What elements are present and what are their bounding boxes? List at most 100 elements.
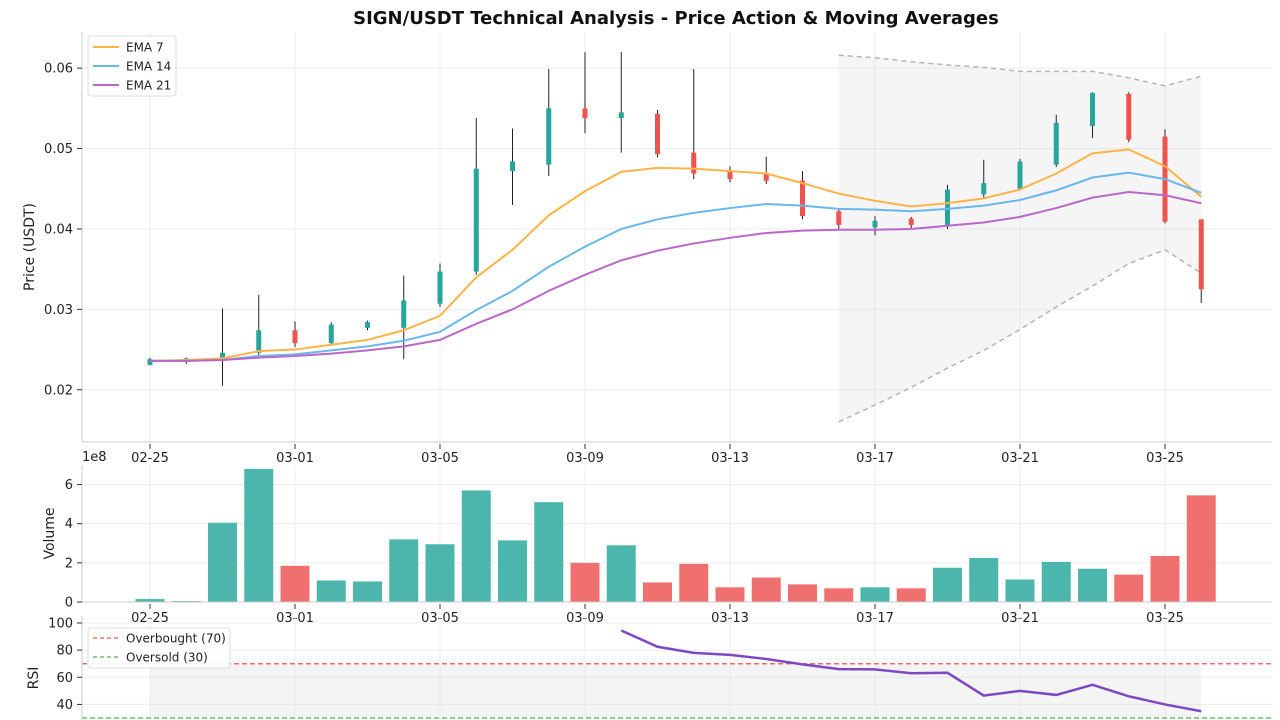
- volume-bar: [715, 587, 745, 602]
- price-x-tick-label: 03-09: [566, 451, 604, 466]
- candle-body: [365, 322, 370, 328]
- band-lower-line: [838, 249, 1202, 423]
- price-y-tick-label: 0.03: [44, 303, 73, 318]
- volume-bar: [896, 588, 926, 602]
- volume-bar: [498, 540, 527, 602]
- candle-body: [800, 180, 805, 217]
- price-x-tick-label: 03-21: [1001, 451, 1039, 466]
- volume-y-label: Volume: [42, 507, 58, 559]
- volume-y-tick-label: 6: [65, 478, 73, 493]
- candle-body: [1090, 93, 1095, 127]
- price-y-tick-label: 0.05: [44, 142, 73, 157]
- candle-body: [1198, 219, 1204, 290]
- candle-body: [836, 211, 842, 225]
- volume-bar: [389, 539, 419, 602]
- rsi-y-tick-label: 80: [56, 644, 73, 659]
- legend-label: EMA 7: [126, 41, 164, 55]
- volume-bar: [135, 599, 165, 602]
- volume-bar: [316, 580, 346, 602]
- candle-body: [1017, 161, 1023, 189]
- volume-bar: [280, 565, 310, 602]
- candle-body: [510, 161, 515, 172]
- volume-bar: [679, 563, 709, 602]
- volume-bar: [788, 584, 817, 602]
- price-y-tick-label: 0.02: [44, 383, 73, 398]
- candle-body: [256, 330, 262, 353]
- volume-bar: [1150, 556, 1180, 602]
- volume-y-tick-label: 4: [65, 517, 73, 532]
- rsi-legend-label: Oversold (30): [126, 651, 208, 665]
- volume-bar: [751, 577, 781, 602]
- rsi-legend-box: [87, 627, 231, 669]
- volume-y-tick-label: 2: [65, 556, 73, 571]
- candle-body: [618, 112, 624, 119]
- candle-body: [437, 271, 443, 304]
- price-y-tick-label: 0.04: [44, 222, 73, 237]
- volume-bar: [208, 522, 237, 602]
- candle-body: [727, 170, 733, 180]
- rsi-y-tick-label: 40: [56, 698, 73, 713]
- volume-bar: [643, 582, 672, 602]
- candle-body: [945, 189, 950, 225]
- candle-body: [401, 300, 407, 328]
- volume-bar: [534, 502, 564, 602]
- rsi-neutral-zone: [150, 663, 1202, 718]
- price-x-tick-label: 03-25: [1146, 451, 1184, 466]
- rsi-y-tick-label: 100: [48, 617, 73, 632]
- volume-bar: [1041, 561, 1071, 602]
- price-legend: EMA 7 EMA 14 EMA 21: [87, 35, 177, 97]
- legend-label: EMA 14: [126, 60, 171, 74]
- price-x-tick-label: 02-25: [131, 451, 169, 466]
- volume-bar: [425, 544, 455, 602]
- volume-bar: [933, 567, 962, 602]
- rsi-y-tick-label: 60: [56, 671, 73, 686]
- volume-bar: [824, 588, 854, 602]
- ema-line-1: [150, 171, 1202, 362]
- candle-body: [220, 352, 225, 360]
- volume-bar: [461, 490, 491, 602]
- volume-bar: [353, 581, 382, 602]
- price-x-tick-label: 03-05: [421, 451, 459, 466]
- volume-bar: [606, 545, 636, 602]
- candle-body: [292, 330, 298, 344]
- price-y-tick-label: 0.06: [44, 62, 73, 77]
- candle-body: [582, 108, 588, 119]
- candle-body: [328, 324, 334, 344]
- candle-body: [981, 183, 987, 195]
- candle-body: [691, 152, 697, 174]
- volume-bar: [570, 562, 600, 602]
- rsi-panel: 40 60 80 100 RSI Overbought (70) Oversold (30): [26, 616, 1272, 720]
- legend-box: [87, 35, 177, 97]
- ema-line-2: [150, 190, 1202, 362]
- candle-body: [1053, 122, 1059, 165]
- rsi-legend: Overbought (70) Oversold (30): [87, 627, 231, 669]
- rsi-legend-label: Overbought (70): [126, 632, 226, 646]
- legend-label: EMA 21: [126, 79, 171, 93]
- candle-body: [473, 168, 479, 272]
- volume-bar: [244, 468, 274, 602]
- volume-bar: [860, 587, 890, 602]
- rsi-y-label: RSI: [26, 667, 42, 690]
- candle-body: [908, 218, 914, 225]
- price-x-tick-label: 03-01: [276, 451, 314, 466]
- price-x-tick-label: 03-17: [856, 451, 894, 466]
- price-x-tick-label: 03-13: [711, 451, 749, 466]
- chart-title: SIGN/USDT Technical Analysis - Price Act…: [353, 8, 999, 29]
- candle-body: [546, 108, 552, 165]
- volume-bar: [1186, 495, 1216, 602]
- rsi-line: [620, 629, 1202, 713]
- price-panel: 0.02 0.03 0.04 0.05 0.06 02-25 03-01 03-05 03-09…: [22, 32, 1272, 466]
- candle-body: [655, 113, 660, 155]
- prediction-band: [838, 55, 1202, 422]
- candle-body: [147, 359, 153, 365]
- candle-body: [1126, 93, 1132, 140]
- volume-bar: [1114, 574, 1144, 602]
- candle-body: [763, 173, 769, 181]
- volume-y-tick-label: 0: [65, 596, 73, 611]
- price-y-label: Price (USDT): [22, 203, 38, 291]
- volume-bar: [1078, 568, 1107, 602]
- volume-panel: 0 2 4 6 02-25 03-01 03-05 03-09 03-13 03-17 03-21 0…: [42, 450, 1272, 626]
- band-upper-line: [838, 54, 1202, 87]
- candle-body: [872, 220, 878, 228]
